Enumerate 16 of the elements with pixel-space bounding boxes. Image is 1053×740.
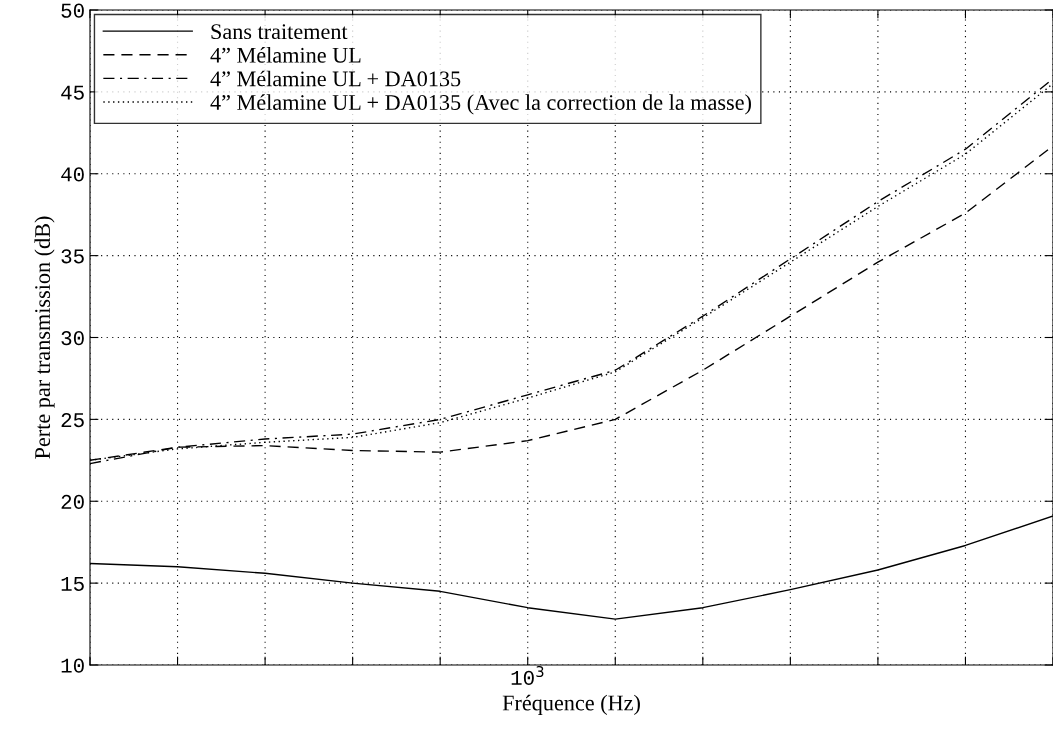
legend-label: 4” Mélamine UL bbox=[210, 47, 361, 63]
y-tick-label: 50 bbox=[61, 3, 84, 18]
y-tick-label: 20 bbox=[61, 494, 84, 509]
y-tick-label: 45 bbox=[61, 85, 84, 100]
y-tick-label: 10 bbox=[61, 658, 84, 673]
y-tick-label: 35 bbox=[61, 249, 84, 264]
y-tick-label: 15 bbox=[61, 576, 84, 591]
y-tick-label: 30 bbox=[61, 331, 84, 346]
x-axis-title: Fréquence (Hz) bbox=[502, 694, 640, 716]
y-axis-title: Perte par transmission (dB) bbox=[34, 216, 55, 459]
x-tick-label: 10$^{3}$ bbox=[511, 666, 544, 685]
y-tick-label: 40 bbox=[61, 167, 84, 182]
legend-label: 4” Mélamine UL + DA0135 bbox=[210, 70, 461, 87]
legend-label: Sans traitement bbox=[211, 24, 348, 40]
legend-label: 4” Mélamine UL + DA0135 (Avec la correction de la masse) bbox=[210, 94, 751, 115]
y-tick-label: 25 bbox=[61, 412, 84, 428]
